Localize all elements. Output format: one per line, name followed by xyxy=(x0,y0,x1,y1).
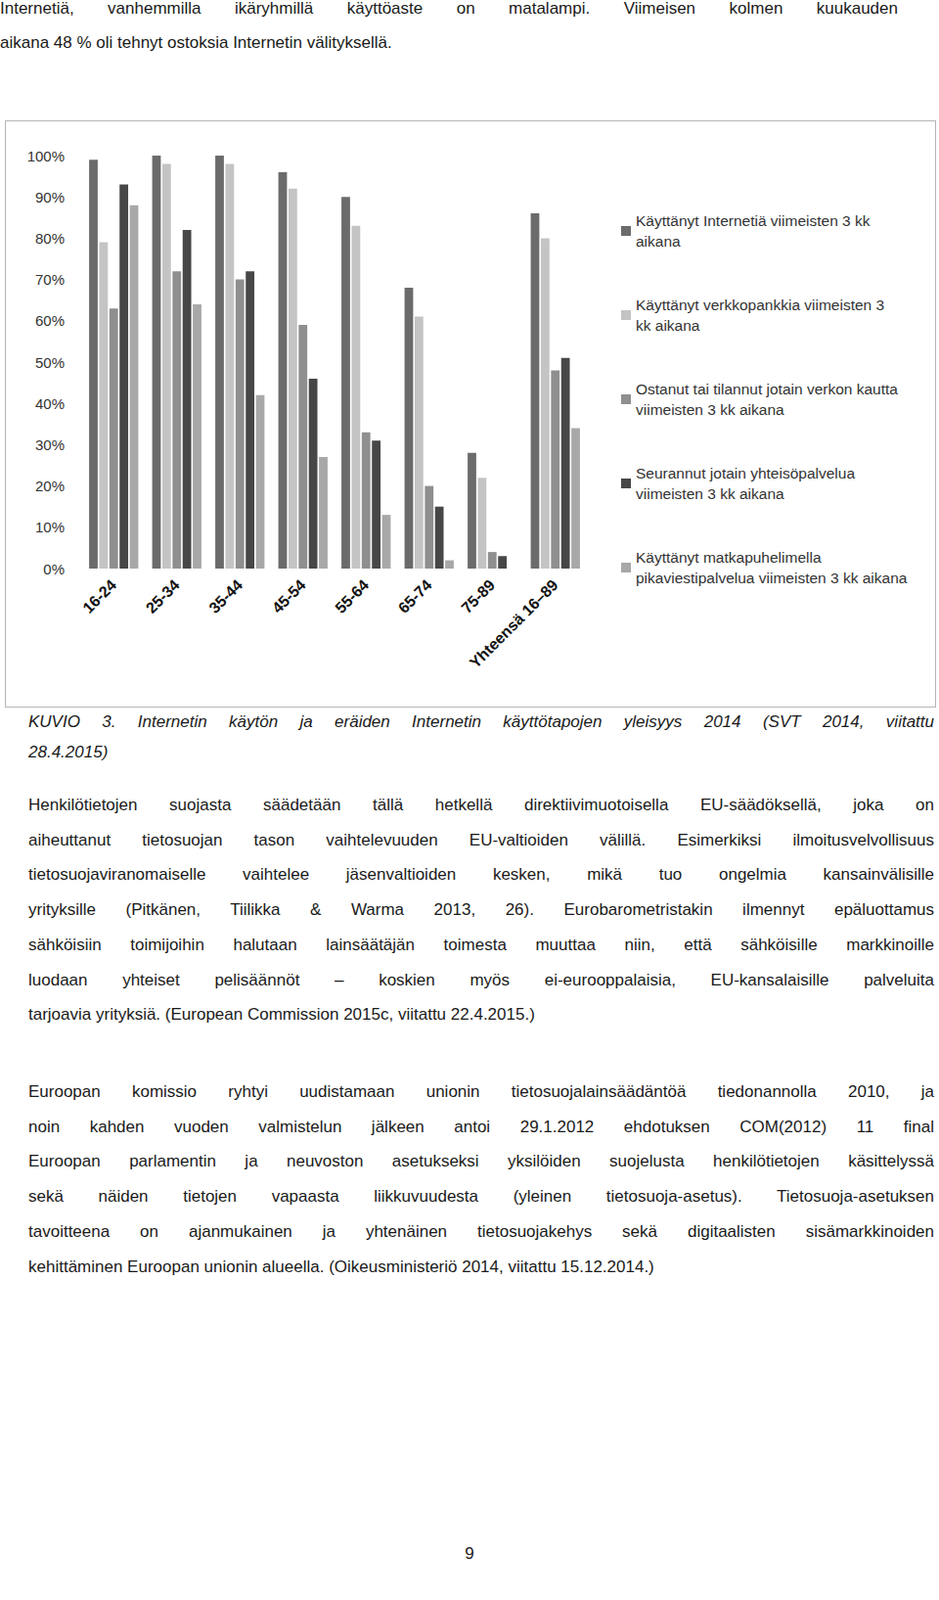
svg-text:viimeisten 3 kk aikana: viimeisten 3 kk aikana xyxy=(635,401,785,418)
svg-text:Yhteensä 16–89: Yhteensä 16–89 xyxy=(466,576,562,671)
html-text:tietosuojaviranomaiselle vaiht: tietosuojaviranomaiselle vaihtelee jäsen… xyxy=(28,865,935,884)
svg-text:Käyttänyt matkapuhelimella: Käyttänyt matkapuhelimella xyxy=(635,548,826,566)
html-text:aiheuttanut tietosuojan tason: aiheuttanut tietosuojan tason vaihtelevu… xyxy=(28,830,935,849)
html-text:9: 9 xyxy=(464,1543,475,1563)
html-text:28.4.2015): 28.4.2015) xyxy=(28,742,108,761)
svg-text:40%: 40% xyxy=(35,395,65,412)
svg-text:Käyttänyt Internetiä viimeiste: Käyttänyt Internetiä viimeisten 3 kk xyxy=(635,212,875,229)
html-text:sekä näiden tietojen vapaasta: sekä näiden tietojen vapaasta liikkuvuud… xyxy=(28,1186,935,1206)
html-text:tavoitteena on ajanmukainen ja: tavoitteena on ajanmukainen ja yhtenäine… xyxy=(28,1221,935,1241)
svg-text:80%: 80% xyxy=(35,229,65,247)
svg-text:70%: 70% xyxy=(35,270,65,288)
svg-text:20%: 20% xyxy=(35,477,65,494)
html-text:aikana 48 % oli tehnyt ostoksi: aikana 48 % oli tehnyt ostoksia Internet… xyxy=(0,32,392,52)
html-text:kehittäminen Euroopan unionin: kehittäminen Euroopan unionin alueella. … xyxy=(28,1256,655,1275)
svg-text:0%: 0% xyxy=(43,560,65,578)
html-text:noin kahden vuoden valmistelun: noin kahden vuoden valmistelun jälkeen a… xyxy=(28,1116,935,1136)
svg-text:25-34: 25-34 xyxy=(142,576,183,617)
html-text:KUVIO 3. Internetin käytön ja: KUVIO 3. Internetin käytön ja eräiden In… xyxy=(28,712,935,731)
html-text:yrityksille (Pitkänen, Tiilikk: yrityksille (Pitkänen, Tiilikka & Warma … xyxy=(28,899,935,919)
svg-text:Ostanut tai tilannut jotain ve: Ostanut tai tilannut jotain verkon kautt… xyxy=(635,380,902,398)
svg-text:Seurannut jotain yhteisöpalvel: Seurannut jotain yhteisöpalvelua xyxy=(635,464,859,482)
html-text:tarjoavia yrityksiä. (European: tarjoavia yrityksiä. (European Commissio… xyxy=(28,1004,535,1024)
html-text:sähköisiin toimijoihin halutaa: sähköisiin toimijoihin halutaan lainsäät… xyxy=(28,934,935,954)
svg-text:35-44: 35-44 xyxy=(205,576,246,617)
svg-text:aikana: aikana xyxy=(635,232,681,250)
svg-text:75-89: 75-89 xyxy=(457,576,498,617)
svg-text:60%: 60% xyxy=(35,312,65,329)
html-text:Euroopan komissio ryhtyi uudis: Euroopan komissio ryhtyi uudistamaan uni… xyxy=(28,1081,935,1101)
svg-text:45-54: 45-54 xyxy=(268,576,310,617)
svg-text:viimeisten 3 kk aikana: viimeisten 3 kk aikana xyxy=(635,485,785,502)
svg-text:100%: 100% xyxy=(27,147,65,165)
svg-text:30%: 30% xyxy=(35,436,65,453)
html-text:Internetiä, vanhemmilla ikäryh: Internetiä, vanhemmilla ikäryhmillä käyt… xyxy=(0,0,898,18)
svg-text:55-64: 55-64 xyxy=(331,576,372,617)
svg-text:Käyttänyt verkkopankkia viimei: Käyttänyt verkkopankkia viimeisten 3 xyxy=(635,296,889,313)
svg-text:kk aikana: kk aikana xyxy=(635,316,701,334)
svg-text:90%: 90% xyxy=(35,188,65,206)
svg-text:10%: 10% xyxy=(35,518,65,536)
html-text:Euroopan parlamentin ja neuvos: Euroopan parlamentin ja neuvoston asetuk… xyxy=(28,1151,935,1171)
html-text:luodaan yhteiset pelisäännöt –: luodaan yhteiset pelisäännöt – koskien m… xyxy=(28,969,935,989)
svg-text:65-74: 65-74 xyxy=(395,576,436,617)
svg-text:50%: 50% xyxy=(35,354,65,371)
html-text:Henkilötietojen suojasta sääde: Henkilötietojen suojasta säädetään tällä… xyxy=(28,795,935,814)
svg-text:pikaviestipalvelua viimeisten: pikaviestipalvelua viimeisten 3 kk aikan… xyxy=(635,569,908,586)
svg-text:16-24: 16-24 xyxy=(79,576,120,617)
